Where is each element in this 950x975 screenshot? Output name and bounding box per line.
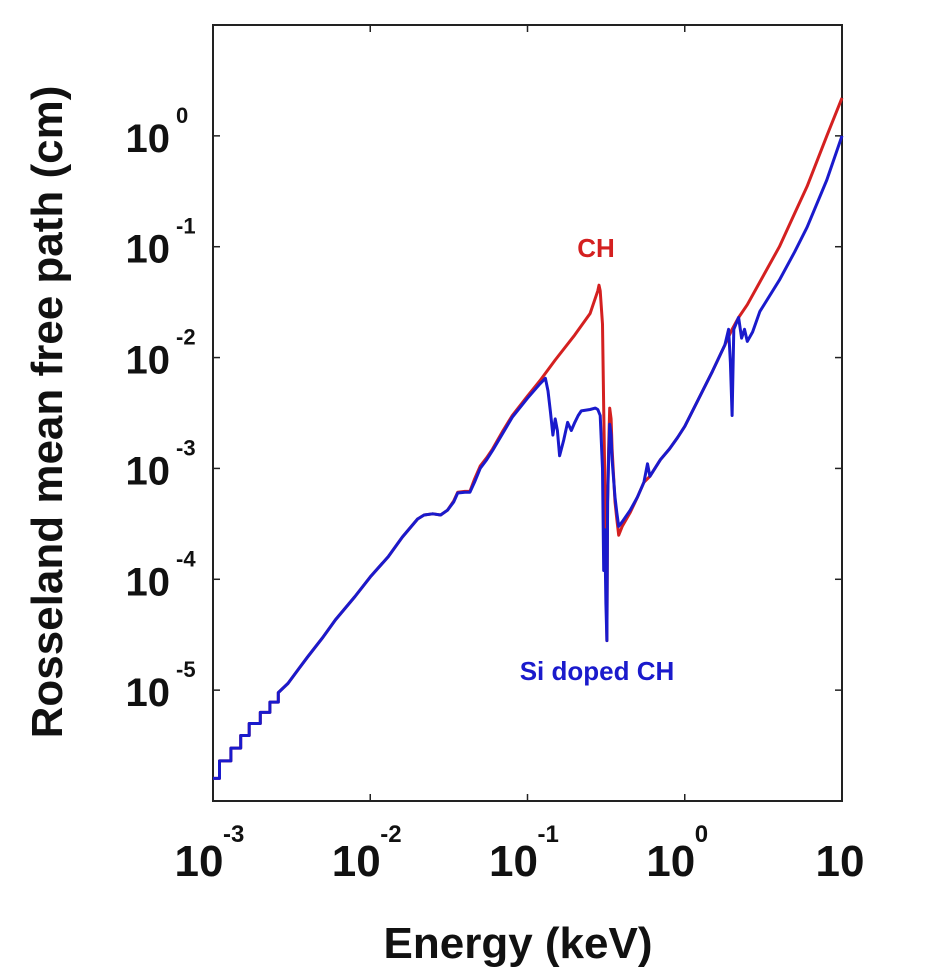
y-tick-exponent: -4 [176, 546, 196, 571]
y-tick-label: 10 [126, 560, 171, 604]
x-tick-label: 10 [489, 837, 538, 886]
x-tick-exponent: -2 [380, 821, 401, 848]
y-tick-label: 10 [126, 339, 171, 383]
y-axis-title: Rosseland mean free path (cm) [23, 86, 72, 739]
series-label-si-doped-ch: Si doped CH [520, 656, 675, 686]
y-tick-label: 10 [126, 228, 171, 272]
y-tick-label: 10 [126, 117, 171, 161]
y-tick-exponent: -2 [176, 325, 196, 350]
x-tick-label: 10 [175, 837, 224, 886]
series-line-si-doped-ch [213, 135, 844, 780]
series-label-ch: CH [577, 233, 615, 263]
y-tick-label: 10 [126, 449, 171, 493]
y-tick-exponent: -5 [176, 657, 196, 682]
x-tick-label: 10 [816, 837, 865, 886]
y-tick-exponent: 0 [176, 103, 188, 128]
x-tick-label: 10 [332, 837, 381, 886]
x-tick-exponent: 0 [695, 821, 708, 848]
y-tick-exponent: -3 [176, 435, 196, 460]
x-tick-label: 10 [646, 837, 695, 886]
series-group [213, 97, 844, 780]
y-tick-exponent: -1 [176, 214, 196, 239]
x-tick-exponent: -1 [538, 821, 559, 848]
x-axis-title: Energy (keV) [384, 919, 653, 968]
x-tick-exponent: -3 [223, 821, 244, 848]
y-tick-label: 10 [126, 671, 171, 715]
